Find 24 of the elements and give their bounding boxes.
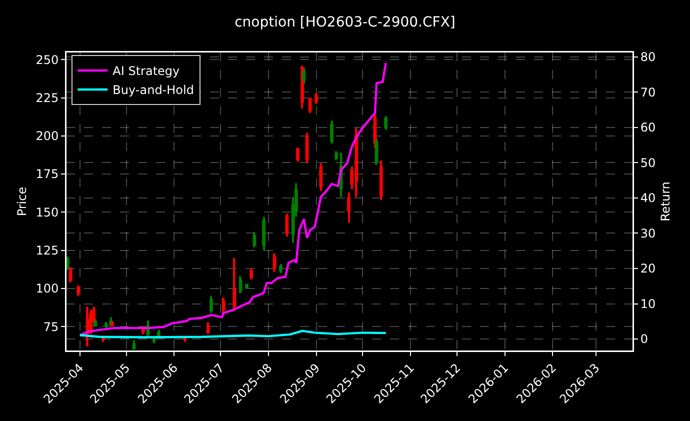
y2-tick-label: 40 <box>640 191 656 206</box>
y2-tick-label: 10 <box>640 296 656 311</box>
y-tick-label: 225 <box>36 90 59 105</box>
y-tick-label: 75 <box>43 320 59 334</box>
y-tick-label: 200 <box>36 129 59 144</box>
line-series <box>78 330 387 338</box>
y2-tick-label: 0 <box>640 332 648 346</box>
line-series <box>78 62 387 336</box>
y2-tick-label: 30 <box>640 226 656 240</box>
y2-tick-label: 70 <box>640 85 656 100</box>
legend-label: AI Strategy <box>112 64 180 78</box>
y-axis-title: Price <box>14 186 29 216</box>
y-tick-label: 250 <box>36 52 59 67</box>
legend-label: Buy-and-Hold <box>112 83 194 98</box>
y-tick-label: 100 <box>36 282 59 296</box>
chart-title: cnoption [HO2603-C-2900.CFX] <box>234 14 456 31</box>
y2-tick-label: 80 <box>640 50 656 64</box>
y-tick-label: 125 <box>36 244 59 258</box>
y2-tick-label: 60 <box>640 120 656 135</box>
y-tick-label: 150 <box>36 205 59 220</box>
y2-axis-title: Return <box>658 182 673 222</box>
y-tick-label: 175 <box>36 167 59 182</box>
y2-tick-label: 20 <box>640 262 656 276</box>
y2-tick-label: 50 <box>640 156 656 170</box>
